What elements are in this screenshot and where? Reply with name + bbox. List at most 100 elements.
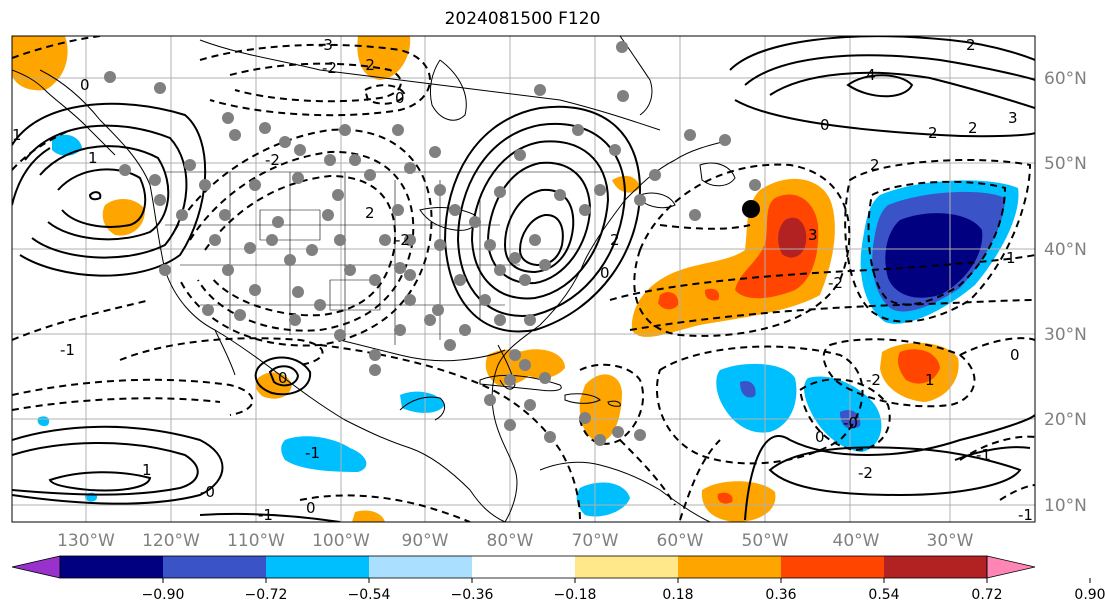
contour-line <box>39 145 170 241</box>
contour-line <box>999 484 1035 501</box>
contour-label: -1 <box>1018 506 1033 524</box>
colorbar-segment <box>575 556 678 578</box>
contour-line <box>12 397 221 411</box>
positive-anomaly-peak <box>778 217 807 258</box>
contour-label: 1 <box>1006 249 1016 267</box>
contour-line <box>204 174 396 317</box>
colorbar-segment <box>678 556 781 578</box>
contour-line <box>822 338 976 408</box>
contour-line <box>744 414 1035 521</box>
contour-line <box>518 213 564 267</box>
hispaniola <box>564 393 601 404</box>
contour-label: -2 <box>858 464 873 482</box>
map-frame <box>11 35 1036 523</box>
contour-label: -2 <box>322 59 337 77</box>
hudson-bay <box>429 59 467 121</box>
contour-label: -1 <box>976 446 991 464</box>
contour-line <box>24 124 188 259</box>
lon-label: 120°W <box>142 531 200 551</box>
contour-line <box>12 147 51 206</box>
contour-line <box>12 129 71 171</box>
contour-label: 2 <box>870 156 880 174</box>
lon-label: 40°W <box>833 531 880 551</box>
page-title: 2024081500 F120 <box>444 9 601 29</box>
contour-line <box>734 99 1035 138</box>
lon-label: 30°W <box>927 531 974 551</box>
longitude-labels: 130°W 120°W 110°W 100°W 90°W 80°W 70°W 6… <box>57 531 974 551</box>
contour-label: -0 <box>843 414 858 432</box>
contour-label: -0 <box>200 483 215 501</box>
contour-label: 2 <box>968 119 978 137</box>
colorbar-tick-label: −0.72 <box>245 587 288 603</box>
colorbar-tick-label: −0.90 <box>142 587 185 603</box>
lon-label: 110°W <box>227 531 285 551</box>
negative-anomaly-region <box>52 134 82 156</box>
contour-label: 0 <box>820 116 830 134</box>
lon-label: 60°W <box>657 531 704 551</box>
contour-line <box>199 512 341 522</box>
contour-label: 0 <box>80 76 90 94</box>
contour-line <box>363 84 407 105</box>
contour-labels: -3 -2 0 -2 0 1 1 -2 2 -2 0 2 -1 0 -1 0 -… <box>12 36 1033 524</box>
colorbar-tick-label: 0.18 <box>662 587 693 603</box>
contour-label: 1 <box>88 149 98 167</box>
positive-anomaly-region <box>612 175 640 193</box>
colorbar-extend-high <box>986 555 1036 579</box>
gulf-coast <box>339 339 506 362</box>
negative-anomaly-core <box>885 213 983 298</box>
contour-label: 0 <box>395 89 405 107</box>
contour-label: 0 <box>815 428 825 446</box>
contour-line <box>119 337 324 366</box>
yucatan <box>399 396 446 421</box>
contour-label: 2 <box>928 124 938 142</box>
nova-scotia <box>639 192 676 209</box>
colorbar-segment <box>369 556 472 578</box>
contour-line <box>959 337 1035 356</box>
colorbar-segment <box>163 556 266 578</box>
contour-line <box>57 168 147 228</box>
contour-label: 4 <box>866 66 876 84</box>
contour-label: 2 <box>365 204 375 222</box>
contour-line <box>768 446 1022 497</box>
colorbar-segment <box>266 556 369 578</box>
contour-label: 2 <box>966 36 976 54</box>
contour-line <box>229 62 402 103</box>
contour-line <box>659 224 751 230</box>
map-content: -3 -2 0 -2 0 1 1 -2 2 -2 0 2 -1 0 -1 0 -… <box>12 36 1035 524</box>
colorbar-segment <box>472 556 575 578</box>
contour-label: 3 <box>808 226 818 244</box>
contour-label: -2 <box>395 231 410 249</box>
contour-line <box>844 159 1032 323</box>
contour-line <box>503 188 575 274</box>
contour-line <box>470 140 610 300</box>
negative-anomaly-region <box>576 482 630 517</box>
contour-label: 1 <box>142 461 152 479</box>
positive-anomaly-core <box>717 492 733 504</box>
contour-line <box>629 299 1035 331</box>
contour-label: 2 <box>610 231 620 249</box>
contour-line <box>443 105 642 333</box>
colorbar-tick-label: 0.54 <box>868 587 899 603</box>
lat-label: 30°N <box>1044 325 1087 345</box>
colorbar-tick-label: 0.36 <box>765 587 796 603</box>
contour-line <box>867 180 1007 306</box>
contour-line <box>12 102 207 277</box>
lon-label: 100°W <box>312 531 370 551</box>
lon-label: 130°W <box>57 531 115 551</box>
contour-line <box>959 435 1035 461</box>
puerto-rico <box>607 400 621 407</box>
contour-label: -2 <box>360 56 375 74</box>
contour-line <box>798 378 891 452</box>
negative-contours <box>12 36 1035 522</box>
ensemble-member-positions <box>104 41 761 446</box>
negative-anomaly-region <box>716 363 797 433</box>
contour-line <box>729 36 1035 71</box>
colorbar-tick-label: −0.54 <box>348 587 391 603</box>
contour-line <box>268 365 300 387</box>
greenland-south <box>619 36 653 116</box>
positive-anomaly-region <box>579 374 622 442</box>
alaska-coast <box>12 69 116 156</box>
positive-anomaly-region <box>352 510 385 522</box>
positive-anomaly-core <box>898 349 940 384</box>
